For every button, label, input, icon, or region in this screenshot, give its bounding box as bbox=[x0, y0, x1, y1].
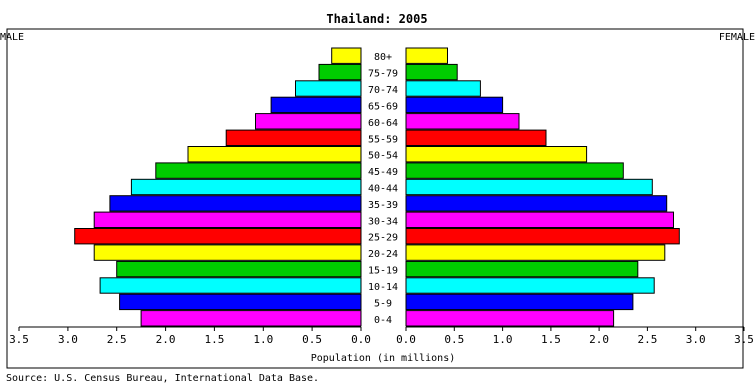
chart-title: Thailand: 2005 bbox=[326, 12, 427, 26]
female-bar bbox=[405, 195, 668, 212]
age-group-label: 20-24 bbox=[368, 249, 398, 260]
male-bar bbox=[109, 195, 362, 212]
male-x-tick-label: 3.0 bbox=[58, 333, 78, 346]
male-x-tick-label: 1.5 bbox=[204, 333, 224, 346]
male-bar bbox=[93, 244, 362, 261]
female-bar bbox=[405, 211, 674, 229]
male-x-tick-label: 0.0 bbox=[351, 333, 371, 346]
age-group-label: 50-54 bbox=[368, 151, 398, 162]
male-x-tick-label: 3.5 bbox=[9, 333, 29, 346]
age-group-label: 5-9 bbox=[374, 298, 392, 309]
male-bar bbox=[331, 47, 362, 64]
female-x-tick-label: 0.5 bbox=[444, 333, 464, 346]
female-bar bbox=[405, 178, 653, 196]
age-group-label: 60-64 bbox=[368, 118, 398, 129]
male-bar bbox=[93, 211, 362, 229]
source-note: Source: U.S. Census Bureau, Internationa… bbox=[6, 373, 319, 383]
female-x-tick-label: 3.5 bbox=[734, 333, 754, 346]
female-x-tick-label: 1.0 bbox=[493, 333, 513, 346]
female-bar bbox=[405, 63, 458, 81]
female-bar bbox=[405, 113, 520, 130]
male-label: MALE bbox=[0, 32, 24, 43]
male-bar bbox=[116, 260, 362, 278]
female-bar bbox=[405, 310, 615, 327]
female-label: FEMALE bbox=[719, 32, 755, 43]
female-bar bbox=[405, 228, 680, 245]
age-group-label: 40-44 bbox=[368, 184, 398, 195]
female-bar bbox=[405, 47, 448, 64]
plot-area: 0-4 5-9 10-14 15-19 20-24 25-29 30-34 35-39 40-4… bbox=[9, 47, 754, 346]
male-bar bbox=[140, 310, 362, 327]
male-bar bbox=[255, 113, 362, 130]
age-group-label: 0-4 bbox=[374, 315, 392, 326]
age-group-label: 15-19 bbox=[368, 266, 398, 277]
female-bar bbox=[405, 80, 481, 97]
chart-frame bbox=[6, 28, 744, 369]
female-x-tick-label: 3.0 bbox=[686, 333, 706, 346]
male-bar bbox=[295, 80, 362, 97]
age-group-label: 75-79 bbox=[368, 69, 398, 80]
age-group-label: 55-59 bbox=[368, 134, 398, 145]
male-bar bbox=[119, 293, 362, 311]
male-bar bbox=[225, 129, 362, 147]
female-bar bbox=[405, 260, 639, 278]
male-bar bbox=[155, 162, 362, 179]
female-x-tick-label: 2.0 bbox=[589, 333, 609, 346]
female-bar bbox=[405, 293, 634, 311]
male-x-tick-label: 1.0 bbox=[253, 333, 273, 346]
age-group-label: 10-14 bbox=[368, 282, 398, 293]
male-bar bbox=[130, 178, 362, 196]
age-group-label: 65-69 bbox=[368, 101, 398, 112]
female-x-tick-label: 2.5 bbox=[637, 333, 657, 346]
x-axis-title: Population (in millions) bbox=[311, 353, 456, 364]
male-bar bbox=[318, 63, 362, 81]
male-x-tick-label: 2.5 bbox=[107, 333, 127, 346]
age-group-label: 45-49 bbox=[368, 167, 398, 178]
age-group-label: 25-29 bbox=[368, 233, 398, 244]
female-x-tick-label: 1.5 bbox=[541, 333, 561, 346]
female-bar bbox=[405, 96, 504, 114]
age-group-label: 35-39 bbox=[368, 200, 398, 211]
male-bar bbox=[270, 96, 362, 114]
age-group-label: 30-34 bbox=[368, 216, 398, 227]
female-bar bbox=[405, 129, 547, 147]
male-bar bbox=[99, 277, 362, 294]
male-x-tick-label: 0.5 bbox=[302, 333, 322, 346]
male-bar bbox=[187, 146, 362, 163]
age-group-label: 80+ bbox=[374, 52, 392, 63]
male-bar bbox=[74, 228, 362, 245]
age-group-label: 70-74 bbox=[368, 85, 398, 96]
female-bar bbox=[405, 162, 624, 179]
female-x-tick-label: 0.0 bbox=[396, 333, 416, 346]
female-bar bbox=[405, 244, 666, 261]
male-x-tick-label: 2.0 bbox=[156, 333, 176, 346]
female-bar bbox=[405, 277, 655, 294]
female-bar bbox=[405, 146, 588, 163]
